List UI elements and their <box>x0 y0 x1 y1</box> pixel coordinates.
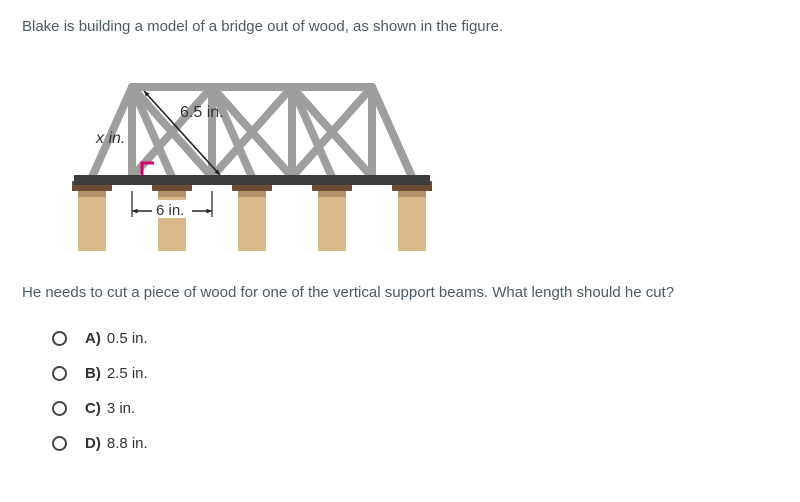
choice-key: A) <box>85 330 101 347</box>
question-followup: He needs to cut a piece of wood for one … <box>22 282 778 305</box>
svg-text:x in.: x in. <box>95 130 125 147</box>
choice-c[interactable]: C) 3 in. <box>52 400 778 417</box>
bridge-figure: 6.5 in. x in. 6 in. <box>52 57 778 262</box>
answer-choices: A) 0.5 in. B) 2.5 in. C) 3 in. D) 8.8 in… <box>52 330 778 452</box>
choice-value: 0.5 in. <box>107 330 148 347</box>
svg-text:6.5 in.: 6.5 in. <box>180 104 224 121</box>
choice-key: B) <box>85 365 101 382</box>
question-intro: Blake is building a model of a bridge ou… <box>22 16 778 39</box>
svg-text:6 in.: 6 in. <box>156 202 184 219</box>
radio-icon <box>52 331 67 346</box>
choice-d[interactable]: D) 8.8 in. <box>52 435 778 452</box>
radio-icon <box>52 366 67 381</box>
choice-value: 8.8 in. <box>107 435 148 452</box>
radio-icon <box>52 401 67 416</box>
choice-value: 3 in. <box>107 400 135 417</box>
choice-key: D) <box>85 435 101 452</box>
choice-a[interactable]: A) 0.5 in. <box>52 330 778 347</box>
choice-key: C) <box>85 400 101 417</box>
choice-value: 2.5 in. <box>107 365 148 382</box>
radio-icon <box>52 436 67 451</box>
choice-b[interactable]: B) 2.5 in. <box>52 365 778 382</box>
